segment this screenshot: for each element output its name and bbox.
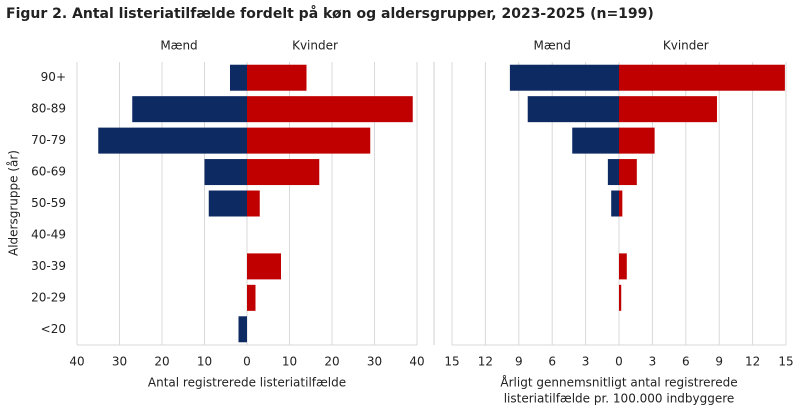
bar <box>572 127 619 154</box>
bar <box>247 190 260 217</box>
x-tick-label: 10 <box>282 355 297 369</box>
x-tick-label: 40 <box>69 355 84 369</box>
x-tick-label: 20 <box>324 355 339 369</box>
x-tick-label: 12 <box>745 355 760 369</box>
bar <box>247 64 307 91</box>
bar <box>619 253 627 280</box>
bar <box>208 190 247 217</box>
bar <box>527 96 619 123</box>
figure-title: Figur 2. Antal listeriatilfælde fordelt … <box>6 5 654 22</box>
bar <box>247 159 320 186</box>
x-tick-label: 9 <box>715 355 723 369</box>
x-tick-label: 20 <box>154 355 169 369</box>
bar <box>247 127 371 154</box>
x-axis-label: Årligt gennemsnitligt antal registrerede <box>500 375 737 390</box>
x-tick-label: 15 <box>444 355 459 369</box>
y-tick-label: 20-29 <box>31 290 66 304</box>
bar <box>619 284 622 311</box>
bar <box>619 159 637 186</box>
bar <box>230 64 247 91</box>
y-tick-label: 70-79 <box>31 133 66 147</box>
x-tick-label: 0 <box>243 355 251 369</box>
x-tick-label: 6 <box>682 355 690 369</box>
x-tick-label: 10 <box>197 355 212 369</box>
y-tick-label: 50-59 <box>31 196 66 210</box>
x-tick-label: 12 <box>478 355 493 369</box>
y-axis-label: Aldersgruppe (år) <box>7 150 21 256</box>
x-axis-label: Antal registrerede listeriatilfælde <box>148 376 346 390</box>
x-tick-label: 30 <box>367 355 382 369</box>
x-tick-label: 30 <box>112 355 127 369</box>
bar <box>247 253 281 280</box>
legend-label: Mænd <box>534 39 571 53</box>
bar <box>607 159 619 186</box>
bar <box>98 127 247 154</box>
bar <box>619 64 785 91</box>
bar <box>204 159 247 186</box>
bar <box>238 316 247 343</box>
y-tick-label: 40-49 <box>31 227 66 241</box>
bar <box>247 96 413 123</box>
bar <box>247 284 256 311</box>
bar <box>619 96 717 123</box>
y-tick-label: 60-69 <box>31 165 66 179</box>
bar <box>509 64 619 91</box>
legend-label: Kvinder <box>292 39 338 53</box>
x-tick-label: 3 <box>649 355 657 369</box>
bar <box>619 190 623 217</box>
y-tick-label: 80-89 <box>31 102 66 116</box>
x-tick-label: 9 <box>515 355 523 369</box>
x-tick-label: 0 <box>615 355 623 369</box>
y-tick-label: <20 <box>41 322 66 336</box>
legend-label: Mænd <box>160 39 197 53</box>
x-tick-label: 3 <box>582 355 590 369</box>
y-tick-label: 90+ <box>41 70 66 84</box>
x-tick-label: 15 <box>778 355 793 369</box>
bar <box>611 190 619 217</box>
bar <box>619 127 655 154</box>
x-axis-label: listeriatilfælde pr. 100.000 indbyggere <box>504 392 735 406</box>
bar <box>132 96 247 123</box>
x-tick-label: 6 <box>548 355 556 369</box>
legend-label: Kvinder <box>663 39 709 53</box>
x-tick-label: 40 <box>409 355 424 369</box>
y-tick-label: 30-39 <box>31 259 66 273</box>
